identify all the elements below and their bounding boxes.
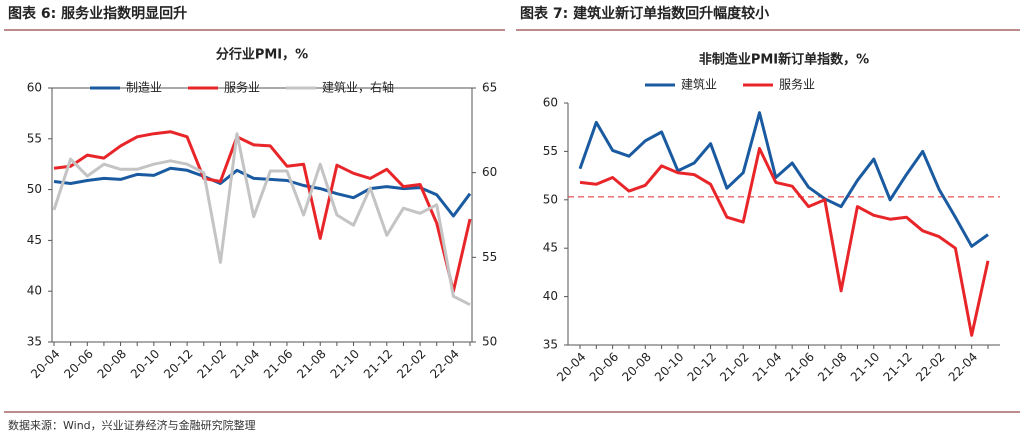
y-tick-label: 45: [27, 233, 42, 247]
y-tick-label: 35: [27, 335, 42, 349]
x-tick-label: 21-04: [228, 347, 263, 382]
x-tick-label: 20-10: [128, 347, 163, 382]
y-tick-label: 55: [27, 131, 42, 145]
plot-frame: [51, 87, 473, 343]
x-tick-label: 21-12: [880, 350, 915, 385]
y-tick-label: 40: [27, 284, 42, 298]
x-tick-label: 20-06: [61, 347, 96, 382]
y-tick-label: 35: [543, 338, 558, 352]
series-line: [52, 132, 471, 307]
chart-title: 分行业PMI，%: [216, 47, 308, 63]
x-tick-label: 21-12: [361, 347, 396, 382]
y-tick-label: 60: [27, 81, 42, 95]
series-line: [579, 147, 990, 337]
y-tick-label: 50: [543, 192, 558, 206]
x-tick-label: 21-08: [815, 350, 850, 385]
legend-label: 服务业: [224, 80, 260, 95]
x-tick-label: 20-04: [28, 347, 63, 382]
y-tick-label: 60: [543, 96, 558, 110]
x-tick-label: 21-10: [848, 350, 883, 385]
y-tick-label: 55: [543, 144, 558, 158]
x-tick-label: 22-04: [427, 347, 462, 382]
y-tick-label: 40: [543, 289, 558, 303]
figure-title: 图表 6: 服务业指数明显回升: [8, 5, 187, 22]
x-tick-label: 20-04: [554, 350, 589, 385]
x-tick-label: 21-10: [328, 347, 363, 382]
x-tick-label: 20-12: [161, 347, 196, 382]
x-tick-label: 20-08: [95, 347, 130, 382]
x-tick-label: 21-08: [294, 347, 329, 382]
chart-title: 非制造业PMI新订单指数，%: [699, 52, 869, 68]
y2-tick-label: 60: [482, 165, 497, 179]
x-tick-label: 21-06: [261, 347, 296, 382]
figure-title: 图表 7: 建筑业新订单指数回升幅度较小: [520, 5, 769, 22]
x-tick-label: 22-04: [946, 350, 981, 385]
x-tick-label: 20-06: [587, 350, 622, 385]
y-tick-label: 50: [27, 182, 42, 196]
source: 数据来源：Wind，兴业证券经济与金融研究院整理: [8, 418, 256, 432]
x-tick-label: 21-04: [750, 350, 785, 385]
legend-label: 制造业: [126, 81, 162, 95]
x-tick-label: 20-12: [685, 350, 720, 385]
x-tick-label: 22-02: [913, 350, 948, 385]
x-tick-label: 21-02: [194, 347, 229, 382]
series-line: [53, 166, 472, 218]
legend-label: 建筑业: [681, 77, 717, 92]
series-line: [578, 111, 989, 248]
y2-tick-label: 55: [482, 250, 497, 264]
x-tick-label: 22-02: [394, 347, 429, 382]
y2-tick-label: 50: [482, 335, 497, 349]
y-tick-label: 45: [543, 241, 558, 255]
legend-label: 服务业: [779, 77, 815, 92]
x-tick-label: 20-10: [652, 350, 687, 385]
y2-tick-label: 65: [482, 81, 497, 95]
x-tick-label: 20-08: [619, 350, 654, 385]
x-tick-label: 21-02: [717, 350, 752, 385]
legend-label: 建筑业，右轴: [322, 80, 394, 95]
x-tick-label: 21-06: [783, 350, 818, 385]
series-line: [53, 130, 472, 293]
